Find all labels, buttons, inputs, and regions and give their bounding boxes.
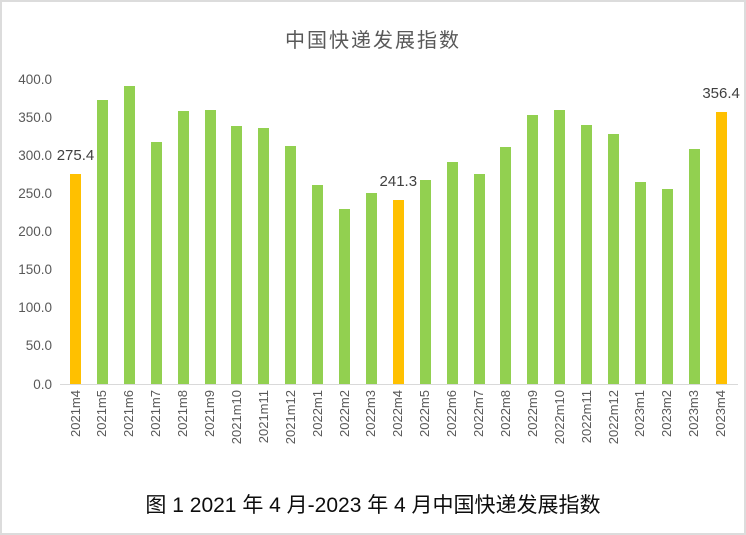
bar-2022m9 <box>527 114 539 384</box>
bar-2021m10 <box>231 126 243 384</box>
bar-2021m5 <box>96 100 108 384</box>
chart-title: 中国快递发展指数 <box>285 30 461 52</box>
x-label-2022m8: 2022m8 <box>497 390 513 437</box>
bar-2022m11 <box>581 124 593 384</box>
y-axis-tick: 50.0 <box>25 338 52 354</box>
x-label-2022m9: 2022m9 <box>524 390 540 437</box>
x-label-2021m8: 2021m8 <box>175 390 191 437</box>
data-label-2023m4: 356.4 <box>702 85 740 103</box>
bar-2022m3 <box>365 192 377 384</box>
x-label-2022m12: 2022m12 <box>605 390 621 445</box>
bar-2021m7 <box>150 141 162 384</box>
x-label-2022m4: 2022m4 <box>390 390 406 437</box>
x-label-2022m7: 2022m7 <box>471 390 486 437</box>
x-label-2021m11: 2021m11 <box>255 390 271 444</box>
bar-2022m12 <box>608 133 619 384</box>
x-label-2021m9: 2021m9 <box>202 390 217 437</box>
bar-2023m2 <box>661 188 673 384</box>
data-label-2021m4: 275.4 <box>56 147 95 164</box>
y-axis-tick: 350.0 <box>18 109 52 125</box>
bar-2022m10 <box>554 110 566 384</box>
bar-2022m7 <box>473 173 485 384</box>
x-label-2021m5: 2021m5 <box>94 390 110 437</box>
x-label-2022m3: 2022m3 <box>363 390 379 437</box>
bar-2022m6 <box>446 162 458 384</box>
bar-2021m9 <box>204 109 216 384</box>
bar-2022m2 <box>339 208 350 384</box>
data-label-2022m4: 241.3 <box>379 173 418 190</box>
y-axis-tick: 0.0 <box>33 376 52 392</box>
x-label-2022m2: 2022m2 <box>336 390 352 437</box>
bar-2021m11 <box>258 127 270 384</box>
x-axis-line <box>60 384 738 385</box>
bar-2022m1 <box>312 184 324 384</box>
x-label-2021m12: 2021m12 <box>282 390 298 445</box>
x-label-2021m6: 2021m6 <box>121 390 137 437</box>
bar-2022m4 <box>392 200 404 384</box>
y-axis-tick: 100.0 <box>18 300 52 316</box>
y-axis-tick: 400.0 <box>18 71 52 87</box>
bar-2023m4 <box>715 112 727 384</box>
x-label-2022m5: 2022m5 <box>417 390 433 437</box>
x-label-2022m11: 2022m11 <box>578 390 594 444</box>
y-axis-tick: 150.0 <box>18 262 52 278</box>
bar-2023m1 <box>634 181 646 384</box>
bar-2022m5 <box>419 179 431 384</box>
bar-2023m3 <box>688 149 700 384</box>
y-axis-tick: 200.0 <box>18 224 52 239</box>
bar-2021m6 <box>123 85 135 384</box>
x-label-2021m4: 2021m4 <box>67 390 83 437</box>
bar-2021m12 <box>285 146 297 384</box>
x-label-2022m1: 2022m1 <box>309 390 325 437</box>
bar-2021m8 <box>177 111 189 384</box>
bar-2022m8 <box>500 146 512 384</box>
bar-2021m4 <box>70 174 81 384</box>
y-axis-tick: 300.0 <box>18 147 52 163</box>
x-label-2023m2: 2023m2 <box>659 390 675 437</box>
figure-caption: 图 1 2021 年 4 月-2023 年 4 月中国快递发展指数 <box>145 494 601 517</box>
x-label-2023m4: 2023m4 <box>713 390 729 437</box>
x-label-2023m1: 2023m1 <box>632 390 648 437</box>
y-axis-tick: 250.0 <box>18 185 52 201</box>
x-label-2021m10: 2021m10 <box>228 390 244 445</box>
x-label-2022m10: 2022m10 <box>551 390 567 445</box>
x-label-2023m3: 2023m3 <box>686 390 702 437</box>
x-label-2022m6: 2022m6 <box>444 390 460 437</box>
x-label-2021m7: 2021m7 <box>148 390 164 437</box>
